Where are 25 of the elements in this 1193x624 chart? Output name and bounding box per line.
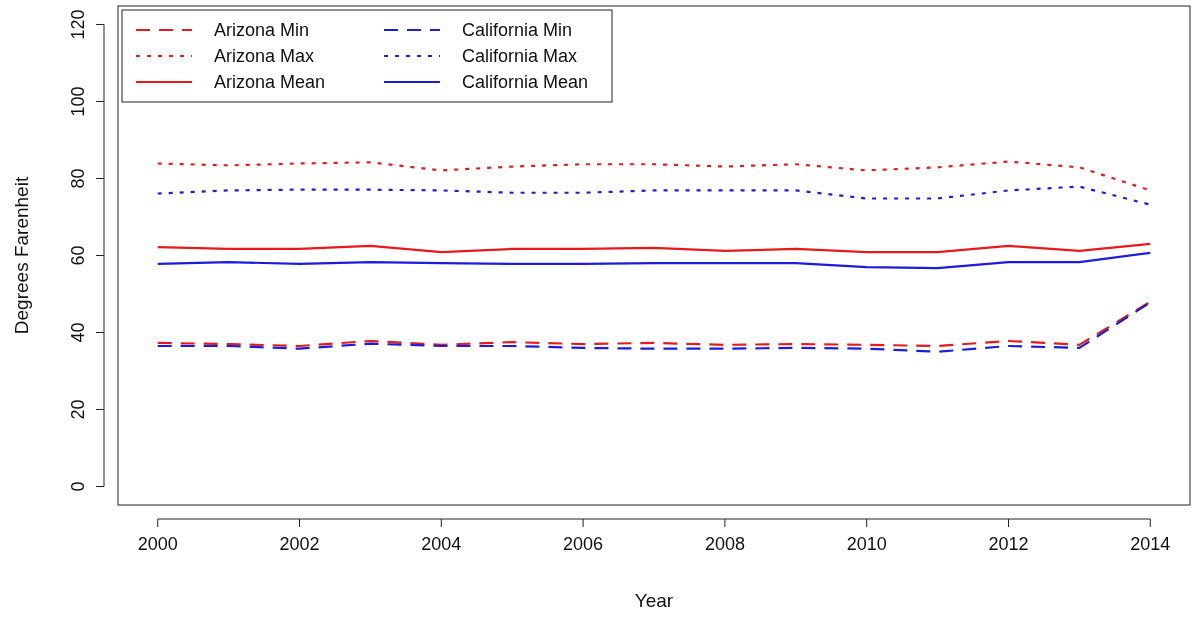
x-tick-label: 2000 [137,534,178,554]
x-axis-title: Year [634,590,674,611]
y-tick-label: 80 [68,168,88,189]
x-tick-label: 2014 [1130,534,1171,554]
line-series [156,242,1152,254]
y-tick-label: 120 [68,9,88,40]
y-axis-title: Degrees Farenheit [11,176,32,335]
y-tick-label: 20 [68,399,88,420]
x-tick-label: 2006 [563,534,604,554]
legend-label: Arizona Min [214,20,310,40]
legend-label: Arizona Max [214,46,315,66]
line-series [156,251,1152,270]
legend-label: California Mean [462,72,589,92]
legend-label: California Min [462,20,573,40]
legend-label: Arizona Mean [214,72,326,92]
legend-label: California Max [462,46,578,66]
x-tick-label: 2010 [846,534,887,554]
x-tick-label: 2012 [988,534,1029,554]
x-tick-label: 2004 [421,534,462,554]
y-tick-label: 0 [68,481,88,492]
x-tick-label: 2008 [704,534,745,554]
y-tick-label: 60 [68,245,88,266]
x-tick-label: 2002 [279,534,320,554]
y-tick-label: 40 [68,322,88,343]
y-tick-label: 100 [68,86,88,117]
